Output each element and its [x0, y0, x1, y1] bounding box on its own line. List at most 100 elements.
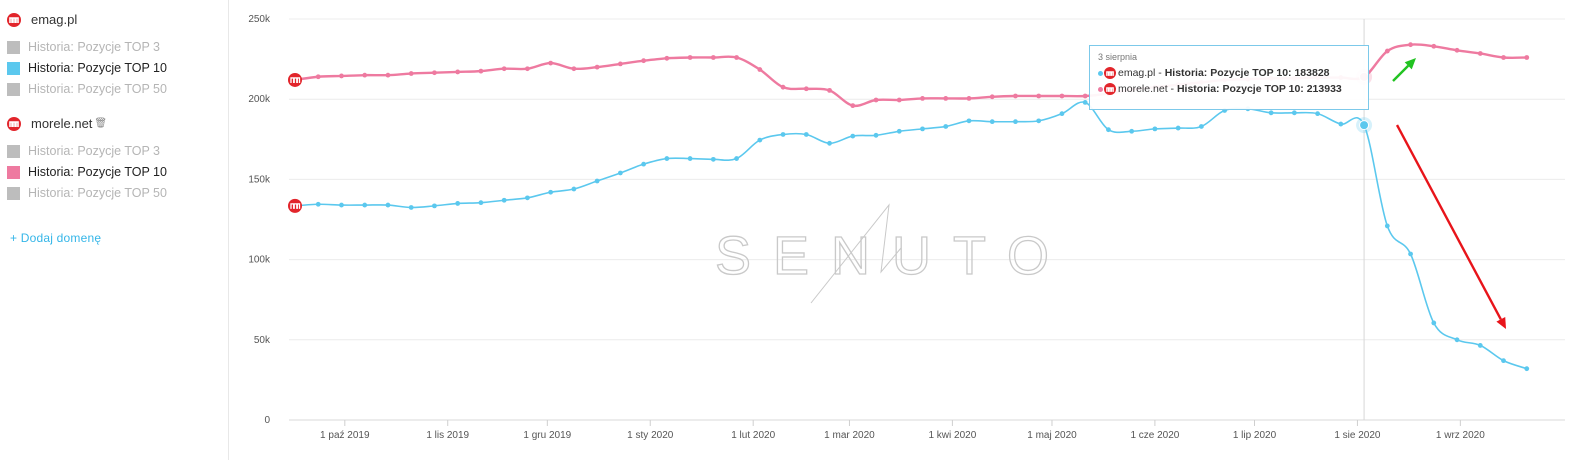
arrow-up-icon	[1392, 58, 1416, 82]
legend-label: Historia: Pozycje TOP 10	[28, 61, 167, 75]
data-point	[757, 67, 763, 72]
data-point	[1129, 128, 1135, 134]
y-tick-label: 0	[264, 415, 270, 426]
legend-item-morele-top3[interactable]: Historia: Pozycje TOP 3	[7, 144, 160, 158]
data-point	[548, 189, 554, 195]
legend-item-emag-top10[interactable]: Historia: Pozycje TOP 10	[7, 61, 167, 75]
data-point	[943, 95, 949, 101]
arrow-up-icon-shaft	[1392, 64, 1410, 82]
y-tick-label: 200k	[248, 94, 271, 105]
data-point	[989, 94, 995, 100]
data-point	[920, 95, 925, 101]
arrow-up-icon-head	[1404, 58, 1416, 70]
data-point	[1082, 93, 1088, 99]
data-point	[525, 195, 530, 201]
domain-morele[interactable]: morele.net 🗑	[7, 116, 107, 131]
data-point	[989, 119, 995, 125]
data-point	[896, 97, 902, 103]
data-point	[1338, 121, 1344, 127]
y-tick-label: 100k	[248, 255, 271, 266]
legend-label: Historia: Pozycje TOP 3	[28, 40, 161, 54]
data-point	[827, 87, 832, 93]
data-point	[873, 132, 879, 138]
data-point	[315, 201, 321, 207]
data-point	[710, 156, 716, 162]
data-point	[362, 72, 368, 78]
data-point	[1059, 93, 1065, 99]
chart[interactable]: SENUTO 1 paź 2019 1 lis 2019 1 gru 2019 1 s…	[229, 0, 1594, 460]
data-point	[734, 156, 739, 161]
data-point	[1431, 43, 1437, 49]
series-dot	[1098, 70, 1103, 76]
x-tick-label: 1 sty 2020	[627, 430, 674, 441]
x-tick-label: 1 paź 2019	[320, 430, 370, 441]
arrow-down-icon	[1395, 124, 1506, 329]
y-tick-label: 250k	[248, 14, 271, 25]
data-point	[571, 186, 577, 192]
legend-swatch	[7, 61, 20, 75]
tooltip-domain: emag.pl	[1118, 67, 1156, 79]
data-point	[432, 203, 437, 209]
add-domain-button[interactable]: + Dodaj domenę	[10, 231, 102, 245]
data-point	[1152, 126, 1158, 132]
data-point	[455, 201, 461, 206]
tooltip-date: 3 sierpnia	[1098, 52, 1138, 62]
data-point	[594, 64, 600, 70]
data-point	[1106, 127, 1111, 133]
tooltip-metric: Historia: Pozycje TOP 10	[1164, 67, 1289, 79]
legend-swatch	[7, 82, 20, 96]
data-point	[478, 200, 484, 206]
tooltip-metric: Historia: Pozycje TOP 10	[1176, 83, 1301, 95]
domain-name: morele.net	[31, 116, 93, 131]
data-point	[1384, 223, 1390, 229]
logo-bg	[288, 72, 302, 87]
legend-label: Historia: Pozycje TOP 50	[28, 82, 167, 96]
data-point	[408, 71, 414, 76]
data-point	[525, 66, 530, 72]
tooltip: 3 sierpnia emag.pl - Historia: Pozycje T…	[1089, 45, 1369, 110]
data-point	[757, 137, 763, 143]
data-point	[478, 68, 484, 74]
m-logo-icon	[7, 12, 21, 27]
data-point	[850, 133, 856, 139]
logo-glyph	[290, 77, 301, 83]
data-point	[873, 97, 879, 103]
sidebar: emag.pl Historia: Pozycje TOP 3 Historia…	[0, 0, 228, 460]
legend-item-morele-top50[interactable]: Historia: Pozycje TOP 50	[7, 186, 167, 200]
data-point	[1454, 47, 1460, 53]
domain-emag[interactable]: emag.pl	[7, 12, 77, 27]
m-logo-icon	[288, 198, 302, 213]
data-point	[501, 197, 507, 203]
data-point	[1036, 118, 1042, 124]
trash-icon[interactable]: 🗑	[94, 118, 108, 129]
legend-label: Historia: Pozycje TOP 3	[28, 144, 161, 158]
x-tick-label: 1 wrz 2020	[1436, 430, 1485, 441]
legend-item-emag-top50[interactable]: Historia: Pozycje TOP 50	[7, 82, 167, 96]
legend-swatch	[7, 144, 20, 158]
legend-item-emag-top3[interactable]: Historia: Pozycje TOP 3	[7, 40, 160, 54]
data-point	[1315, 111, 1320, 117]
legend-swatch	[7, 165, 20, 179]
legend-item-morele-top10[interactable]: Historia: Pozycje TOP 10	[7, 165, 167, 179]
data-point	[1431, 320, 1437, 326]
data-point	[1524, 366, 1530, 372]
data-point	[548, 60, 554, 66]
data-point	[966, 95, 972, 101]
data-point	[641, 161, 647, 167]
watermark-text: SENUTO	[715, 226, 1071, 286]
data-point	[664, 156, 670, 161]
data-point	[1268, 110, 1274, 116]
tooltip-domain: morele.net	[1118, 83, 1168, 95]
grid	[289, 18, 1565, 421]
data-point	[1291, 110, 1297, 116]
data-point	[455, 69, 461, 75]
data-point	[385, 202, 391, 208]
m-logo-icon	[288, 72, 302, 87]
data-point	[408, 205, 414, 210]
logo-bg	[288, 198, 302, 213]
data-point	[594, 178, 600, 184]
data-point	[710, 55, 716, 60]
tooltip-value: 183828	[1294, 67, 1330, 79]
y-tick-label: 150k	[248, 174, 271, 185]
data-point	[734, 55, 739, 60]
